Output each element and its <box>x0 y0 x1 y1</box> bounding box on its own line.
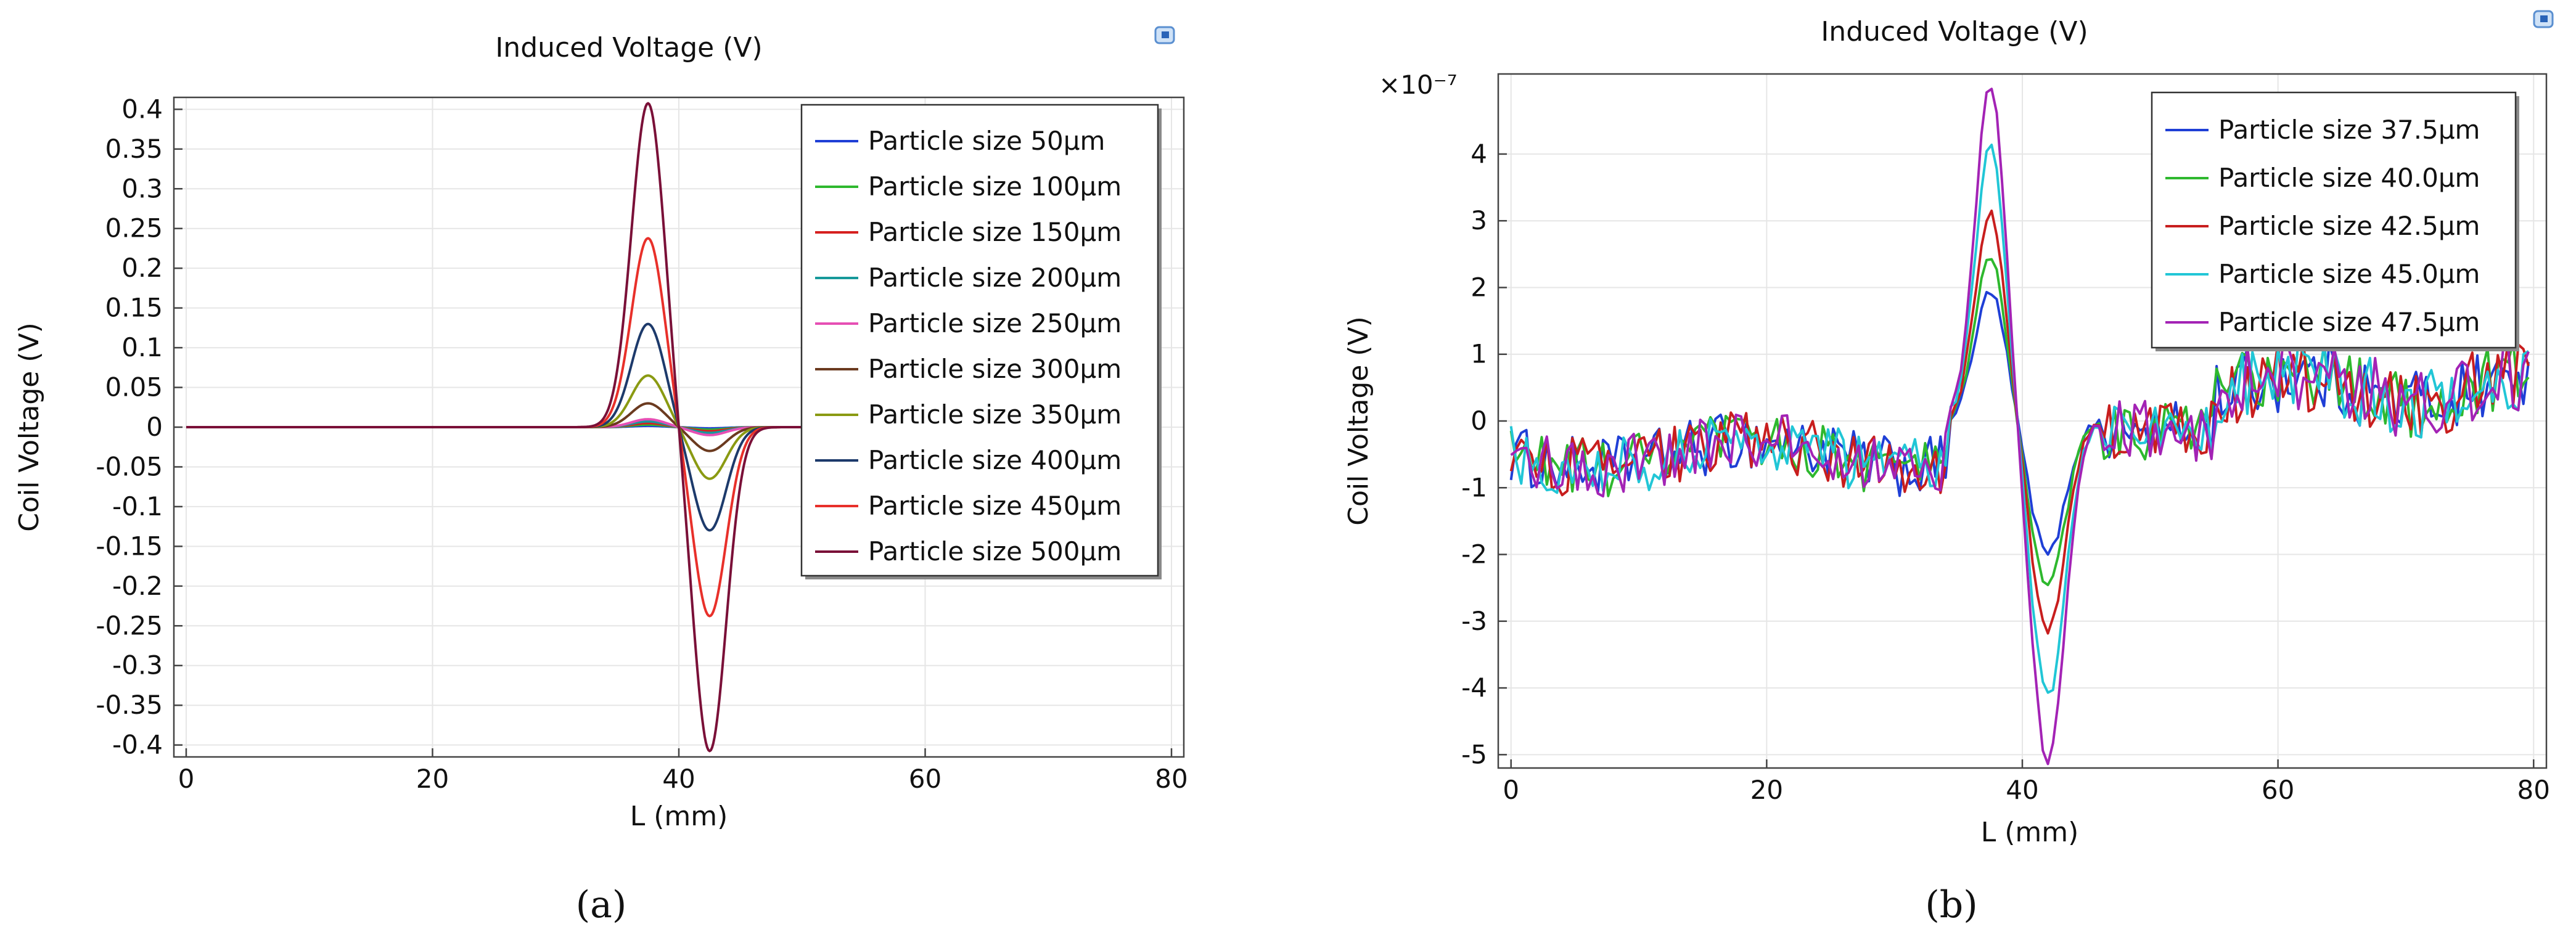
panel-b-ticks: 0 20 40 60 80 4 3 2 1 0 -1 -2 -3 -4 -5 <box>1461 139 2550 805</box>
panel-b-ylabel: Coil Voltage (V) <box>1343 316 1374 526</box>
panel-b-ytick-label: 0 <box>1471 406 1487 436</box>
panel-a-xtick-label: 20 <box>416 764 449 794</box>
panel-b-xlabel: L (mm) <box>1981 817 2079 848</box>
panel-a-legend-label: Particle size 50μm <box>868 126 1105 156</box>
panel-b-ytick-label: -1 <box>1461 472 1487 502</box>
panel-b-xtick-label: 20 <box>1750 775 1783 805</box>
panel-b-xtick-label: 40 <box>2006 775 2038 805</box>
panel-b-legend-label: Particle size 42.5μm <box>2218 211 2480 241</box>
panel-a-legend-label: Particle size 100μm <box>868 171 1122 202</box>
panel-b-ytick-label: -3 <box>1461 606 1487 636</box>
panel-b-ytick-label: -5 <box>1461 739 1487 769</box>
panel-a-ytick-label: -0.1 <box>112 491 163 521</box>
panel-b-ytick-label: 3 <box>1471 205 1487 235</box>
panel-b-ytick-label: 2 <box>1471 272 1487 302</box>
panel-b-scale-label: ×10⁻⁷ <box>1379 70 1458 100</box>
panel-a-xtick-label: 0 <box>178 764 195 794</box>
panel-a-ytick-label: -0.2 <box>112 571 163 601</box>
panel-b-xtick-label: 60 <box>2262 775 2294 805</box>
panel-a-ytick-label: 0 <box>146 412 163 442</box>
panel-a-legend-label: Particle size 200μm <box>868 263 1122 293</box>
panel-b-ytick-label: 4 <box>1471 139 1487 169</box>
panel-a: Induced Voltage (V) 0 20 40 60 800.40.350.30… <box>14 26 1188 926</box>
panel-a-ytick-label: 0.3 <box>121 173 163 203</box>
panel-a-ytick-label: 0.05 <box>105 372 163 402</box>
panel-b-toolbar-icon[interactable] <box>2533 10 2554 28</box>
panel-a-legend-label: Particle size 300μm <box>868 354 1122 384</box>
panel-b-legend-box <box>2151 91 2517 349</box>
panel-a-ylabel: Coil Voltage (V) <box>14 322 45 532</box>
panel-a-ytick-label: 0.35 <box>105 134 163 164</box>
panel-b-legend-label: Particle size 37.5μm <box>2218 115 2480 145</box>
panel-a-legend-label: Particle size 150μm <box>868 217 1122 247</box>
panel-a-legend-label: Particle size 450μm <box>868 491 1122 521</box>
panel-a-ytick-label: 0.15 <box>105 293 163 323</box>
panel-a-legend-box <box>800 104 1159 577</box>
panel-a-ytick-label: -0.3 <box>112 650 163 680</box>
panel-b-ytick-label: -2 <box>1461 539 1487 570</box>
panel-a-ytick-label: -0.15 <box>96 531 163 561</box>
panel-a-ytick-label: 0.25 <box>105 213 163 243</box>
panel-a-legend-label: Particle size 350μm <box>868 399 1122 430</box>
panel-b-series <box>1509 88 2530 766</box>
panel-b-legend-label: Particle size 45.0μm <box>2218 259 2480 289</box>
panel-a-ytick-label: -0.4 <box>112 730 163 760</box>
panel-a-xlabel: L (mm) <box>630 801 728 832</box>
panel-a-ytick-label: -0.25 <box>96 610 163 640</box>
panel-a-ytick-label: 0.1 <box>121 332 163 362</box>
panel-b-xtick-label: 80 <box>2517 775 2550 805</box>
panel-a-legend-label: Particle size 400μm <box>868 445 1122 475</box>
panel-b-legend-label: Particle size 40.0μm <box>2218 163 2480 193</box>
panel-b-ytick-label: 1 <box>1471 339 1487 369</box>
panel-a-ytick-label: -0.05 <box>96 451 163 481</box>
panel-a-legend-label: Particle size 500μm <box>868 536 1122 566</box>
panel-b-ytick-label: -4 <box>1461 672 1487 703</box>
panel-b-caption: (b) <box>1925 883 1977 926</box>
panel-b-title: Induced Voltage (V) <box>1821 16 2088 47</box>
panel-a-title: Induced Voltage (V) <box>495 32 762 63</box>
panel-b: Induced Voltage (V) ×10⁻⁷ 0 20 40 60 8043210… <box>1343 10 2554 926</box>
panel-a-toolbar-icon[interactable] <box>1154 26 1175 44</box>
panel-b-legend: Particle size 37.5μm Particle size 40.0μm… <box>2151 91 2519 351</box>
panel-a-legend-label: Particle size 250μm <box>868 308 1122 338</box>
panel-a-legend: Particle size 50μm Particle size 100μm Par… <box>800 104 1162 579</box>
panel-a-xtick-label: 60 <box>909 764 941 794</box>
panel-b-xtick-label: 0 <box>1503 775 1519 805</box>
panel-a-xtick-label: 40 <box>662 764 695 794</box>
panel-a-ytick-label: 0.4 <box>121 94 163 124</box>
panel-a-xtick-label: 80 <box>1155 764 1188 794</box>
panel-a-series-line <box>186 102 801 753</box>
panel-a-ytick-label: -0.35 <box>96 690 163 720</box>
panel-a-ticks: 0 20 40 60 80 0.4 0.35 0.3 0.25 0.2 0.15 0.1 0.05 0 -0… <box>96 94 1188 794</box>
panel-a-ytick-label: 0.2 <box>121 253 163 283</box>
panel-a-caption: (a) <box>576 883 627 926</box>
panel-b-series-line <box>1510 88 2530 766</box>
panel-a-series <box>186 102 801 753</box>
panel-b-legend-label: Particle size 47.5μm <box>2218 307 2480 337</box>
